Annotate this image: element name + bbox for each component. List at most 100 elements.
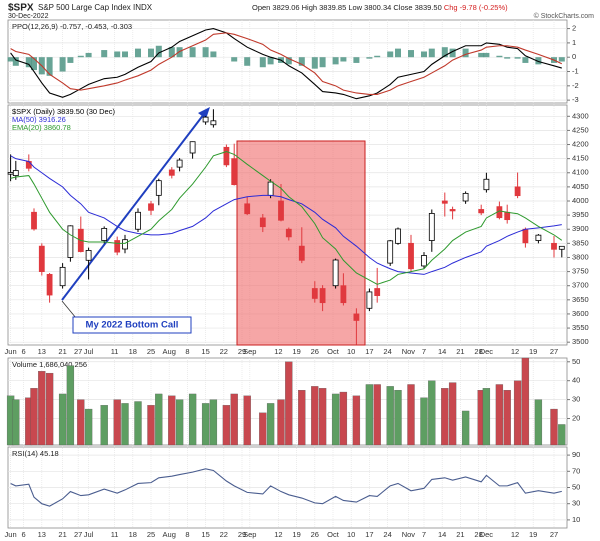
histogram-bar (441, 47, 448, 58)
histogram-bar (189, 47, 196, 58)
volume-bar (58, 393, 67, 446)
y-tick-label: 4000 (572, 196, 589, 205)
candle-body (449, 209, 456, 212)
volume-bar (155, 393, 163, 446)
candle-body (114, 240, 121, 253)
volume-bar (259, 412, 267, 446)
candle-body (514, 186, 521, 197)
y-tick-label: 40 (572, 376, 580, 385)
candle-body (223, 146, 230, 166)
legend-entry: MA(50) 3916.26 (12, 115, 66, 124)
volume-bar (521, 357, 530, 446)
candle-body (408, 242, 414, 270)
histogram-bar (285, 57, 292, 65)
volume-bar (45, 372, 54, 446)
volume-bar (339, 391, 348, 446)
x-tick-label: 12 (511, 530, 519, 539)
legend-entry: PPO(12,26,9) -0.757, -0.453, -0.303 (12, 22, 132, 31)
y-tick-label: 50 (572, 357, 580, 366)
x-tick-label: 26 (311, 347, 319, 356)
histogram-bar (244, 57, 251, 66)
candle-body (25, 161, 32, 169)
x-tick-label: 19 (292, 347, 300, 356)
candle-body (535, 234, 542, 241)
y-tick-label: 3800 (572, 252, 589, 261)
legend-entry: Volume 1,686,040,256 (12, 360, 87, 369)
candle-body (421, 255, 427, 267)
x-tick-label: 17 (365, 530, 373, 539)
candle-body (189, 141, 196, 154)
x-tick-label: 7 (422, 530, 426, 539)
candle-body (311, 288, 318, 299)
candle-body (285, 228, 292, 238)
candle-body (31, 211, 37, 230)
x-tick-label: Nov (402, 347, 416, 356)
x-tick-label: 8 (185, 530, 189, 539)
histogram-bar (148, 48, 154, 58)
candle-body (504, 211, 511, 221)
volume-bar (188, 393, 197, 446)
candle-body (259, 217, 266, 228)
volume-bar (168, 395, 176, 446)
marks: PPO(12,26,9) -0.757, -0.453, -0.303 $SPX … (6, 22, 566, 507)
x-tick-label: 21 (58, 347, 66, 356)
volume-bar (318, 388, 327, 446)
x-tick-label: Aug (163, 347, 176, 356)
candle-body (551, 242, 557, 250)
x-tick-label: 15 (201, 530, 209, 539)
x-tick-label: Jul (84, 530, 94, 539)
indicator-line (10, 28, 562, 100)
volume-bar (121, 403, 129, 446)
candle-body (67, 225, 74, 258)
volume-bar (30, 388, 38, 446)
candle-body (441, 200, 448, 204)
symbol: $SPX (8, 3, 34, 14)
y-tick-label: -1 (572, 67, 579, 76)
candle-body (428, 213, 435, 241)
volume-bar (482, 388, 491, 446)
histogram-bar (395, 48, 401, 58)
y-tick-label: -2 (572, 81, 579, 90)
histogram-bar (340, 57, 347, 62)
y-tick-label: 3650 (572, 295, 589, 304)
volume-bar (222, 405, 231, 446)
x-tick-label: 11 (111, 530, 119, 539)
volume-bar (534, 399, 543, 446)
candle-body (319, 288, 326, 304)
candle-body (267, 181, 274, 196)
x-tick-label: Dec (480, 347, 494, 356)
volume-bar (66, 365, 75, 446)
histogram-bar (428, 48, 435, 58)
volume-bar (12, 399, 20, 446)
x-tick-label: Aug (163, 530, 176, 539)
y-tick-label: 4050 (572, 182, 589, 191)
histogram-bar (77, 55, 84, 58)
x-tick-label: 6 (22, 347, 26, 356)
histogram-bar (504, 57, 511, 59)
histogram-bar (267, 57, 274, 65)
volume-bar (373, 384, 381, 446)
candle-body (353, 313, 360, 321)
x-tick-label: 13 (38, 530, 46, 539)
x-tick-label: 12 (274, 347, 282, 356)
histogram-bar (122, 51, 128, 58)
volume-bar (113, 399, 121, 446)
legend-entry: EMA(20) 3860.78 (12, 123, 71, 132)
y-tick-label: 70 (572, 466, 580, 475)
candle-body (278, 200, 284, 221)
histogram-bar (319, 57, 326, 68)
x-tick-label: Dec (480, 530, 494, 539)
volume-bar (77, 399, 85, 446)
histogram-bar (59, 57, 66, 72)
candle-body (168, 169, 175, 176)
x-tick-label: 19 (529, 530, 537, 539)
y-tick-label: 3700 (572, 281, 589, 290)
y-tick-label: 1 (572, 38, 576, 47)
volume-bar (550, 408, 558, 446)
volume-bar (230, 393, 238, 446)
histogram-bar (31, 57, 37, 71)
y-tick-label: 4100 (572, 168, 589, 177)
x-tick-label: 13 (38, 347, 46, 356)
x-tick-label: 22 (220, 347, 228, 356)
candle-body (387, 240, 394, 264)
